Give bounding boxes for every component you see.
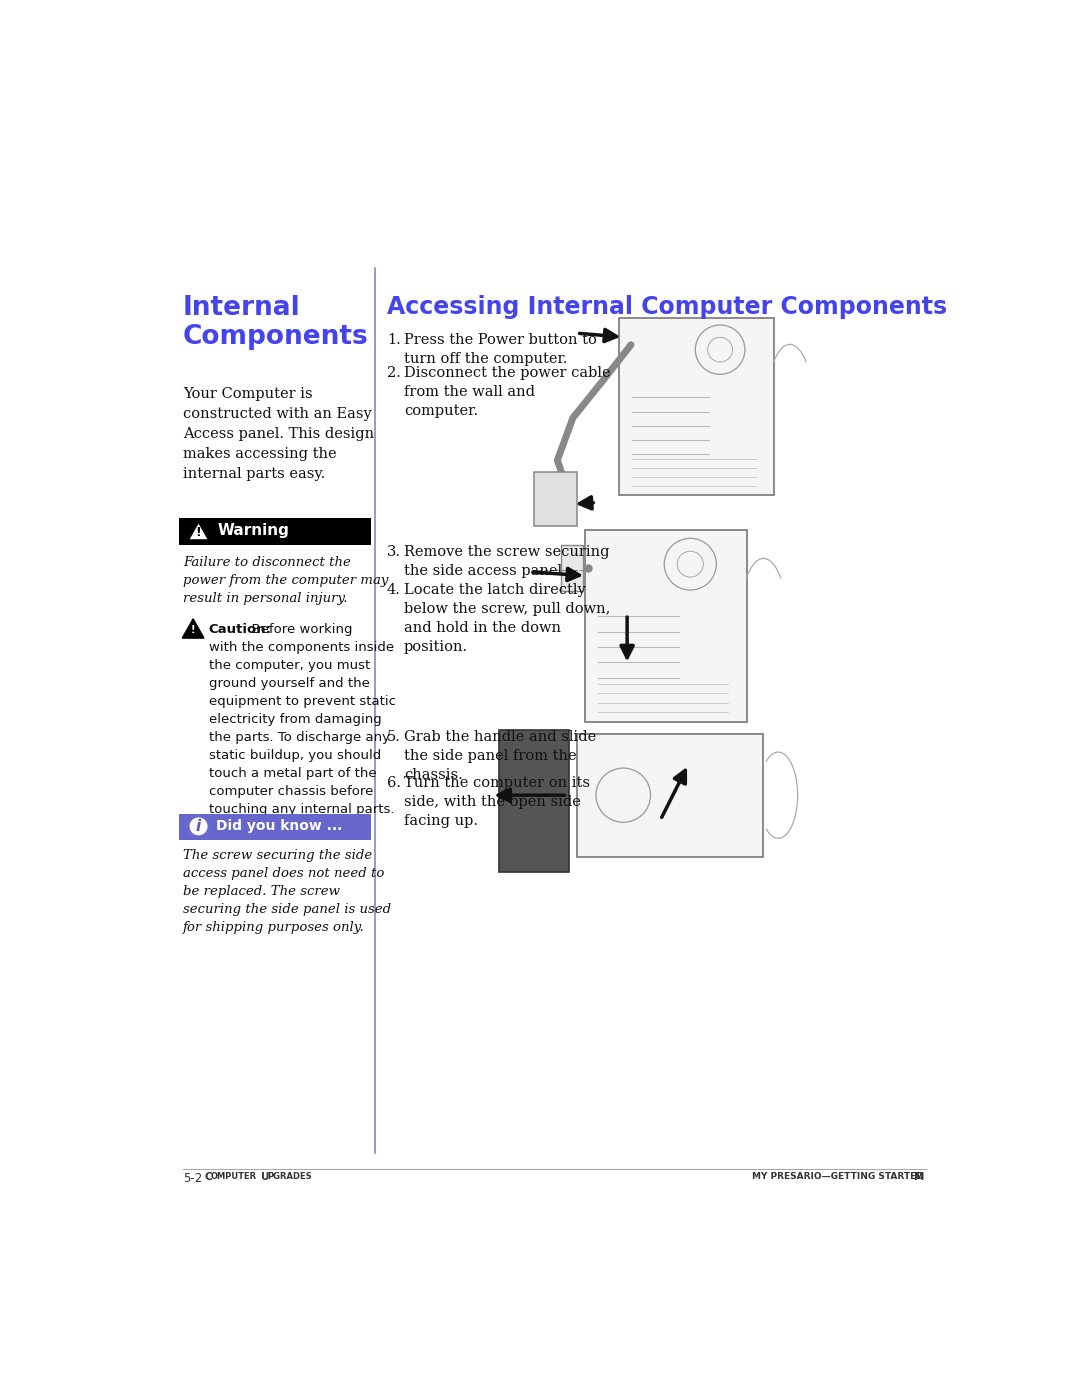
Text: !: ! xyxy=(191,624,195,634)
Text: 5.: 5. xyxy=(387,729,401,743)
Text: 4.: 4. xyxy=(387,584,401,598)
Text: 6.: 6. xyxy=(387,775,401,789)
Text: Did you know ...: Did you know ... xyxy=(216,819,342,833)
FancyBboxPatch shape xyxy=(555,488,562,499)
Text: The screw securing the side
access panel does not need to
be replaced. The screw: The screw securing the side access panel… xyxy=(183,849,391,935)
Text: 5-2: 5-2 xyxy=(183,1172,202,1186)
Text: Disconnect the power cable
from the wall and
computer.: Disconnect the power cable from the wall… xyxy=(404,366,610,418)
Text: PGRADES: PGRADES xyxy=(268,1172,312,1182)
Text: Remove the screw securing
the side access panel.: Remove the screw securing the side acces… xyxy=(404,545,609,578)
Text: Failure to disconnect the
power from the computer may
result in personal injury.: Failure to disconnect the power from the… xyxy=(183,556,389,605)
FancyBboxPatch shape xyxy=(577,733,762,856)
Text: Locate the latch directly
below the screw, pull down,
and hold in the down
posit: Locate the latch directly below the scre… xyxy=(404,584,610,654)
Text: MY PRESARIO—GETTING STARTED: MY PRESARIO—GETTING STARTED xyxy=(752,1172,924,1182)
Text: Caution:: Caution: xyxy=(208,623,272,636)
Text: M: M xyxy=(914,1172,924,1182)
Text: Turn the computer on its
side, with the open side
facing up.: Turn the computer on its side, with the … xyxy=(404,775,590,828)
FancyBboxPatch shape xyxy=(535,472,577,525)
Text: C: C xyxy=(205,1172,213,1182)
Text: Grab the handle and slide
the side panel from the
chassis.: Grab the handle and slide the side panel… xyxy=(404,729,596,782)
Text: 3.: 3. xyxy=(387,545,401,559)
Text: Press the Power button to
turn off the computer.: Press the Power button to turn off the c… xyxy=(404,334,597,366)
Text: Warning: Warning xyxy=(218,524,289,538)
FancyBboxPatch shape xyxy=(562,545,583,591)
Text: Internal
Components: Internal Components xyxy=(183,295,368,349)
Text: Accessing Internal Computer Components: Accessing Internal Computer Components xyxy=(387,295,947,319)
Text: i: i xyxy=(195,819,201,834)
Text: OMPUTER: OMPUTER xyxy=(211,1172,257,1182)
Text: Your Computer is
constructed with an Easy
Access panel. This design
makes access: Your Computer is constructed with an Eas… xyxy=(183,387,374,482)
FancyBboxPatch shape xyxy=(619,317,774,495)
FancyBboxPatch shape xyxy=(584,529,747,722)
Polygon shape xyxy=(183,619,204,638)
FancyBboxPatch shape xyxy=(179,518,372,545)
Text: !: ! xyxy=(195,525,202,539)
Circle shape xyxy=(189,816,208,837)
FancyBboxPatch shape xyxy=(543,488,550,499)
Text: 1.: 1. xyxy=(387,334,401,348)
Text: 2.: 2. xyxy=(387,366,401,380)
FancyBboxPatch shape xyxy=(499,729,569,872)
Text: Before working
with the components inside
the computer, you must
ground yourself: Before working with the components insid… xyxy=(208,623,395,816)
FancyBboxPatch shape xyxy=(179,814,372,840)
Polygon shape xyxy=(189,522,208,539)
Text: U: U xyxy=(260,1172,269,1182)
